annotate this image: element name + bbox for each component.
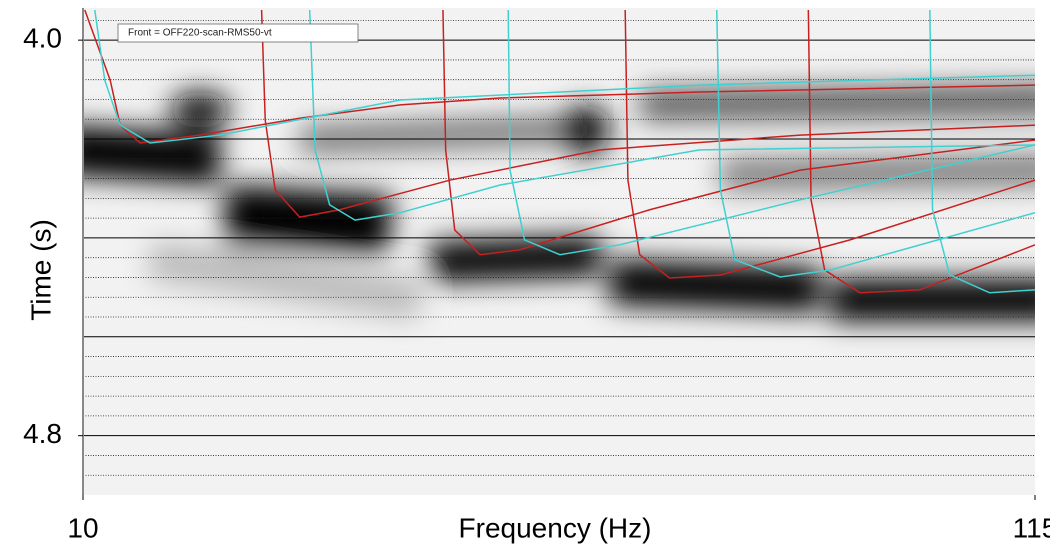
x-tick-label: 115 — [1013, 512, 1050, 543]
chart: Front = OFF220-scan-RMS50-vt Time (s) Fr… — [0, 0, 1050, 553]
x-axis-label: Frequency (Hz) — [459, 512, 652, 543]
x-tick-label: 10 — [67, 512, 98, 543]
page: Front = OFF220-scan-RMS50-vt Time (s) Fr… — [0, 0, 1050, 553]
y-tick-label: 4.0 — [23, 23, 62, 54]
y-axis-label: Time (s) — [25, 219, 56, 321]
y-tick-label: 4.8 — [23, 418, 62, 449]
legend-label: Front = OFF220-scan-RMS50-vt — [128, 28, 272, 39]
